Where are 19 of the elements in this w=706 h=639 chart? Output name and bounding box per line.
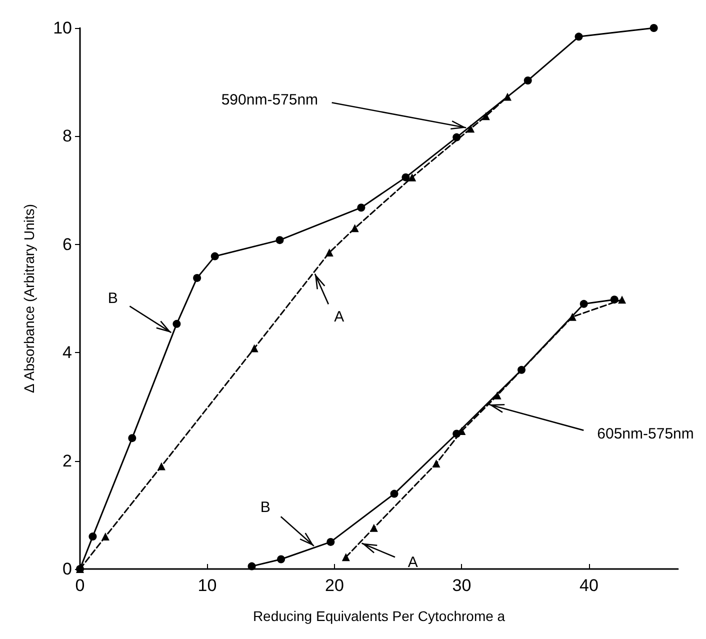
y-tick-label: 6 bbox=[62, 234, 72, 254]
annotation: A bbox=[334, 308, 344, 326]
annotation: B bbox=[260, 498, 270, 516]
y-tick-label: 0 bbox=[62, 560, 72, 578]
y-tick-label: 2 bbox=[62, 451, 72, 470]
y-tick-label: 10 bbox=[53, 18, 72, 38]
x-tick-label: 0 bbox=[75, 576, 85, 595]
x-tick-label: 20 bbox=[325, 576, 344, 595]
annotation: B bbox=[108, 290, 118, 308]
annotation: A bbox=[408, 554, 418, 571]
x-tick-label: 40 bbox=[579, 576, 598, 595]
x-tick-label: 30 bbox=[452, 576, 472, 595]
annotation: 590nm-575nm bbox=[221, 92, 318, 109]
x-tick-label: 10 bbox=[198, 576, 217, 595]
x-axis-title: Reducing Equivalents Per Cytochrome a bbox=[252, 608, 506, 624]
y-axis-title: Δ Absorbance (Arbitrary Units) bbox=[21, 204, 37, 394]
annotation: 605nm-575nm bbox=[597, 425, 694, 442]
y-tick-label: 4 bbox=[62, 343, 72, 362]
y-tick-label: 8 bbox=[62, 126, 72, 146]
